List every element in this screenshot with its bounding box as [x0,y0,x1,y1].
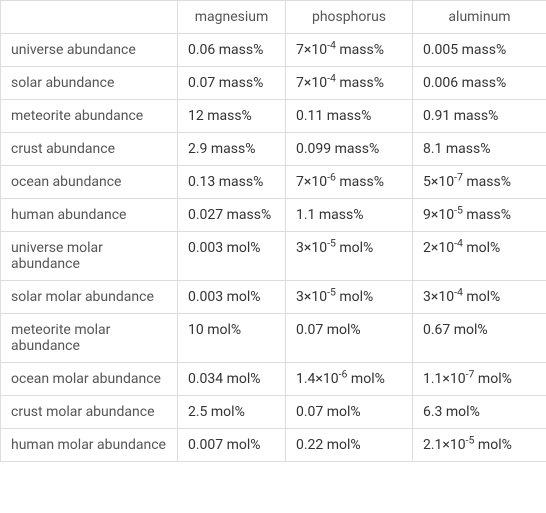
table-cell: 1.1 mass% [286,199,413,232]
table-row: solar abundance0.07 mass%7×10-4 mass%0.0… [1,67,546,100]
table-row: meteorite molar abundance10 mol%0.07 mol… [1,314,546,363]
table-cell: 7×10-6 mass% [286,166,413,199]
table-cell: 0.034 mol% [178,363,286,396]
table-cell: 0.07 mass% [178,67,286,100]
row-label: meteorite abundance [1,100,178,133]
table-cell: 10 mol% [178,314,286,363]
row-label: human molar abundance [1,429,178,462]
table-cell: 5×10-7 mass% [413,166,546,199]
table-cell: 1.4×10-6 mol% [286,363,413,396]
table-cell: 8.1 mass% [413,133,546,166]
table-cell: 0.91 mass% [413,100,546,133]
table-cell: 0.11 mass% [286,100,413,133]
column-header: aluminum [413,1,546,34]
row-label: solar molar abundance [1,281,178,314]
table-row: crust molar abundance2.5 mol%0.07 mol%6.… [1,396,546,429]
table-cell: 6.3 mol% [413,396,546,429]
table-row: human molar abundance0.007 mol%0.22 mol%… [1,429,546,462]
table-cell: 0.027 mass% [178,199,286,232]
table-cell: 0.006 mass% [413,67,546,100]
table-cell: 7×10-4 mass% [286,34,413,67]
table-cell: 0.22 mol% [286,429,413,462]
table-cell: 0.099 mass% [286,133,413,166]
table-cell: 0.13 mass% [178,166,286,199]
table-cell: 0.003 mol% [178,281,286,314]
row-label: ocean abundance [1,166,178,199]
row-label: human abundance [1,199,178,232]
column-header: phosphorus [286,1,413,34]
table-row: crust abundance2.9 mass%0.099 mass%8.1 m… [1,133,546,166]
table-cell: 9×10-5 mass% [413,199,546,232]
row-label: universe abundance [1,34,178,67]
row-label: crust molar abundance [1,396,178,429]
abundance-table: magnesium phosphorus aluminum universe a… [0,0,546,462]
header-empty [1,1,178,34]
table-cell: 2.1×10-5 mol% [413,429,546,462]
table-cell: 0.07 mol% [286,396,413,429]
column-header: magnesium [178,1,286,34]
table-row: universe abundance0.06 mass%7×10-4 mass%… [1,34,546,67]
row-label: universe molar abundance [1,232,178,281]
table-cell: 0.07 mol% [286,314,413,363]
row-label: meteorite molar abundance [1,314,178,363]
table-cell: 12 mass% [178,100,286,133]
table-cell: 0.007 mol% [178,429,286,462]
table-row: meteorite abundance12 mass%0.11 mass%0.9… [1,100,546,133]
table-cell: 0.005 mass% [413,34,546,67]
table-cell: 2.5 mol% [178,396,286,429]
table-row: ocean abundance0.13 mass%7×10-6 mass%5×1… [1,166,546,199]
row-label: solar abundance [1,67,178,100]
table-cell: 3×10-4 mol% [413,281,546,314]
table-cell: 0.003 mol% [178,232,286,281]
table-cell: 3×10-5 mol% [286,232,413,281]
table-row: solar molar abundance0.003 mol%3×10-5 mo… [1,281,546,314]
table-row: human abundance0.027 mass%1.1 mass%9×10-… [1,199,546,232]
table-cell: 1.1×10-7 mol% [413,363,546,396]
table-cell: 7×10-4 mass% [286,67,413,100]
header-row: magnesium phosphorus aluminum [1,1,546,34]
table-cell: 2.9 mass% [178,133,286,166]
table-cell: 0.06 mass% [178,34,286,67]
table-row: universe molar abundance0.003 mol%3×10-5… [1,232,546,281]
row-label: ocean molar abundance [1,363,178,396]
table-row: ocean molar abundance0.034 mol%1.4×10-6 … [1,363,546,396]
table-cell: 3×10-5 mol% [286,281,413,314]
table-cell: 2×10-4 mol% [413,232,546,281]
table-cell: 0.67 mol% [413,314,546,363]
row-label: crust abundance [1,133,178,166]
